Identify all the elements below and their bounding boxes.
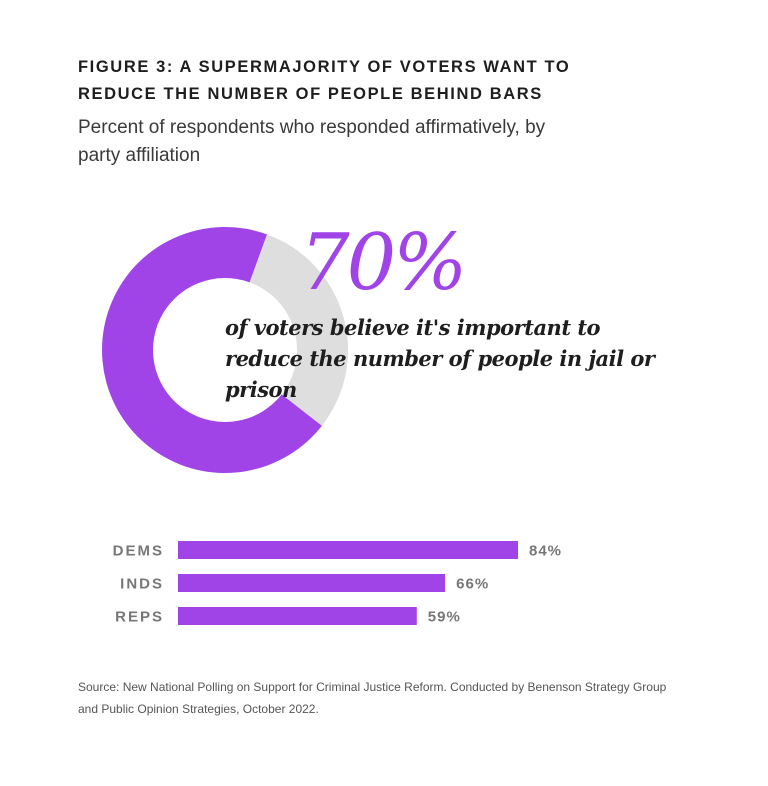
bar-reps <box>178 607 417 625</box>
bar-inds <box>178 574 446 592</box>
source-note: Source: New National Polling on Support … <box>78 680 667 716</box>
bar-value-label: 66% <box>456 576 489 593</box>
bar-value-label: 59% <box>428 609 461 626</box>
donut-slice-affirmative <box>101 226 322 473</box>
bar-category-label: DEMS <box>113 543 164 560</box>
bar-category-label: REPS <box>115 609 164 626</box>
chart-title: FIGURE 3: A SUPERMAJORITY OF VOTERS WANT… <box>78 58 571 103</box>
chart-subtitle: Percent of respondents who responded aff… <box>78 117 546 166</box>
bar-category-label: INDS <box>120 576 164 593</box>
bar-chart: DEMS 84% INDS 66% REPS 59% <box>113 541 562 626</box>
headline-annotation: of voters believe it's important to redu… <box>225 315 655 402</box>
donut-slice-other <box>249 234 348 426</box>
bar-dems <box>178 541 518 559</box>
donut-chart <box>101 226 348 473</box>
bar-value-label: 84% <box>529 543 562 560</box>
headline-percent: 70% <box>300 218 467 308</box>
